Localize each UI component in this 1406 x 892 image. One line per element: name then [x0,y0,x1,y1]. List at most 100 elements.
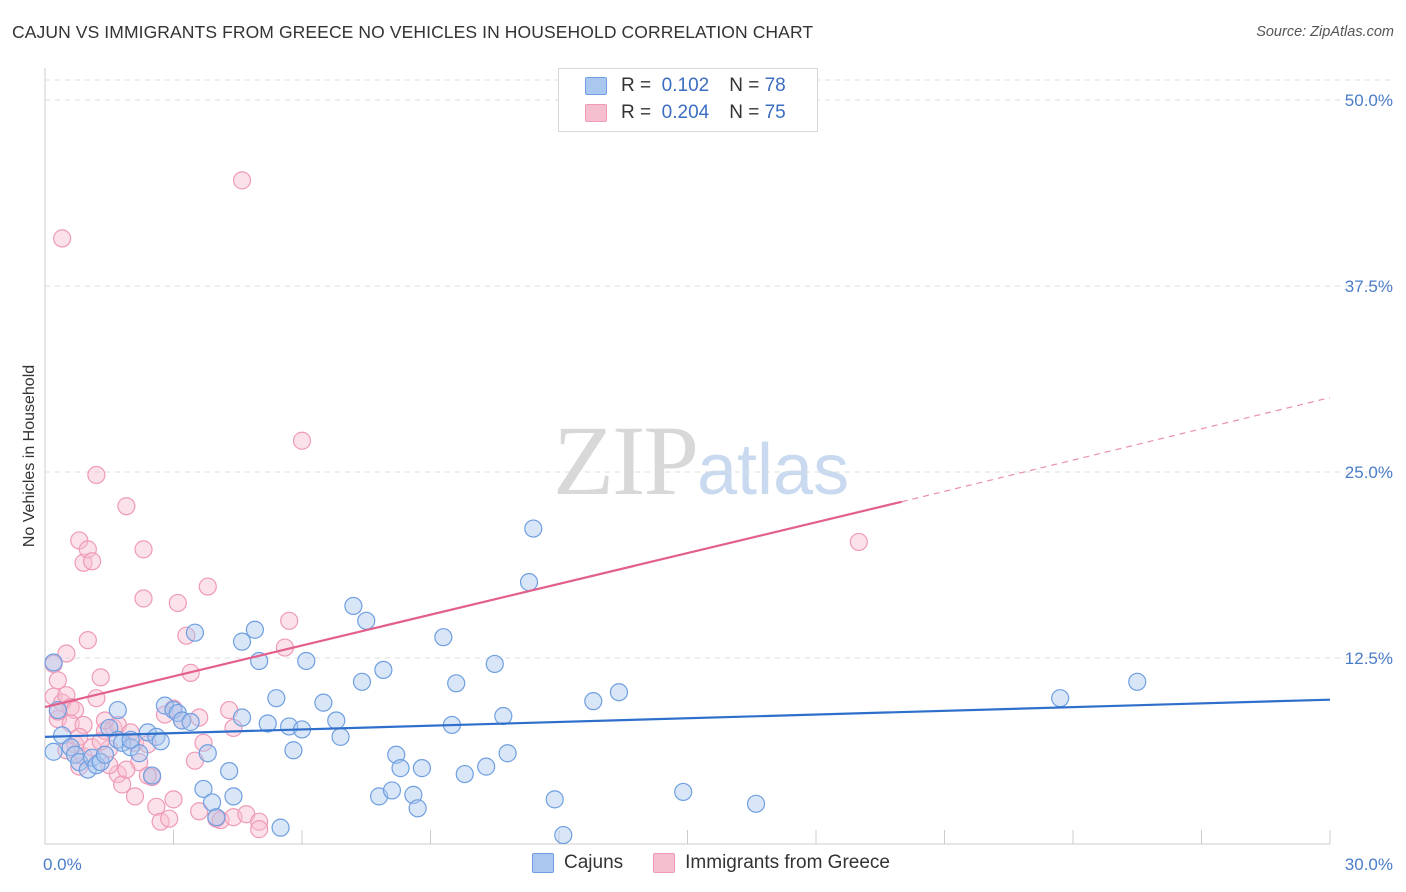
cajun-point [194,779,213,799]
greece-point [74,715,93,735]
cajun-point [498,744,517,763]
cajun-point [220,761,239,781]
x-tick-label: 30.0% [1345,855,1393,874]
legend-row-cajun: R = 0.102 N = 78 [585,74,786,98]
axis-labels: 12.5% 25.0% 37.5% 50.0% 0.0% 30.0% No Vehicles… [21,91,1393,874]
cajun-point [1051,689,1070,708]
cajun-point [391,759,410,778]
greece-trend-extension [901,397,1331,503]
cajun-legend-label: Cajuns [564,852,624,873]
greece-n-value: 75 [764,102,786,123]
cajun-point [519,573,539,592]
chart-title: CAJUN VS IMMIGRANTS FROM GREECE NO VEHIC… [12,22,814,42]
cajun-point [485,654,504,674]
cajun-point [130,744,149,763]
greece-point [91,668,110,687]
cajun-point [142,766,162,785]
cajun-point [352,672,372,691]
greece-point [87,465,106,485]
greece-point [57,644,76,663]
cajun-point [44,742,63,761]
y-tick-label: 25.0% [1345,463,1393,482]
x-tick-label: 0.0% [43,855,82,874]
cajun-point [404,785,423,804]
y-tick-label: 37.5% [1345,277,1393,296]
greece-point [198,577,217,596]
greece-swatch [585,104,607,122]
cajun-legend-swatch [532,853,554,873]
greece-legend-label: Immigrants from Greece [685,852,890,873]
greece-point [112,775,132,794]
cajun-point [408,799,427,818]
greece-point [250,820,269,839]
cajun-point [434,628,453,647]
greece-point [53,229,72,248]
greece-point [194,733,213,752]
cajun-point [447,674,466,693]
greece-point [78,540,97,559]
legend-n-label: N = [729,102,760,123]
cajun-point [95,745,115,764]
greece-point [250,812,269,831]
greece-point [117,760,136,779]
trend-lines [44,397,1331,738]
greece-legend-swatch [653,853,676,873]
cajun-point [207,808,226,827]
cajun-point [271,818,290,837]
cajun-point [609,683,629,702]
cajun-point [584,692,603,711]
greece-point [48,671,67,690]
cajun-point [245,620,264,639]
greece-point [138,766,157,785]
cajun-point [545,790,564,809]
greece-point [117,497,136,516]
cajun-point [382,781,402,800]
cajun-point [267,689,286,708]
cajun-point [284,741,303,760]
cajun-point [202,793,222,812]
greece-point [168,593,187,613]
cajun-point [327,711,346,730]
cajun-point [108,700,127,720]
greece-point [78,631,97,650]
cajun-point [1128,672,1147,691]
greece-point [125,787,145,806]
cajun-point [746,794,766,813]
cajun-point [224,787,243,806]
legend-row-greece: R = 0.204 N = 75 [585,101,786,125]
cajun-point [494,706,513,726]
cajun-point [477,757,496,776]
greece-point [134,540,153,559]
greece-point [190,802,209,821]
legend-n-label: N = [729,75,760,96]
cajun-point [374,660,393,680]
legend-r-label: R = [621,102,652,123]
cajun-n-value: 78 [764,75,786,96]
y-tick-label: 50.0% [1345,91,1393,110]
cajun-point [357,611,376,630]
cajun-point [331,727,350,746]
greece-points [44,171,868,839]
cajun-point [258,714,277,733]
cajun-point [198,744,217,763]
greece-r-value: 0.204 [661,102,710,123]
cajun-point [387,745,406,764]
correlation-legend: R = 0.102 N = 78 R = 0.204 N = 75 [558,68,818,132]
cajun-point [232,632,252,651]
greece-point [147,797,166,816]
cajun-point [412,759,432,778]
greece-point [134,589,153,608]
greece-point [849,532,868,552]
cajun-point [44,653,63,672]
legend-r-label: R = [621,75,652,96]
axes [44,68,1331,845]
cajun-point [181,712,200,732]
grid-lines [45,79,1395,659]
y-tick-label: 12.5% [1345,649,1393,668]
cajun-swatch [585,77,607,95]
cajun-point [554,825,573,845]
greece-point [164,790,183,809]
greece-point [190,708,209,727]
cajun-point [232,708,252,727]
